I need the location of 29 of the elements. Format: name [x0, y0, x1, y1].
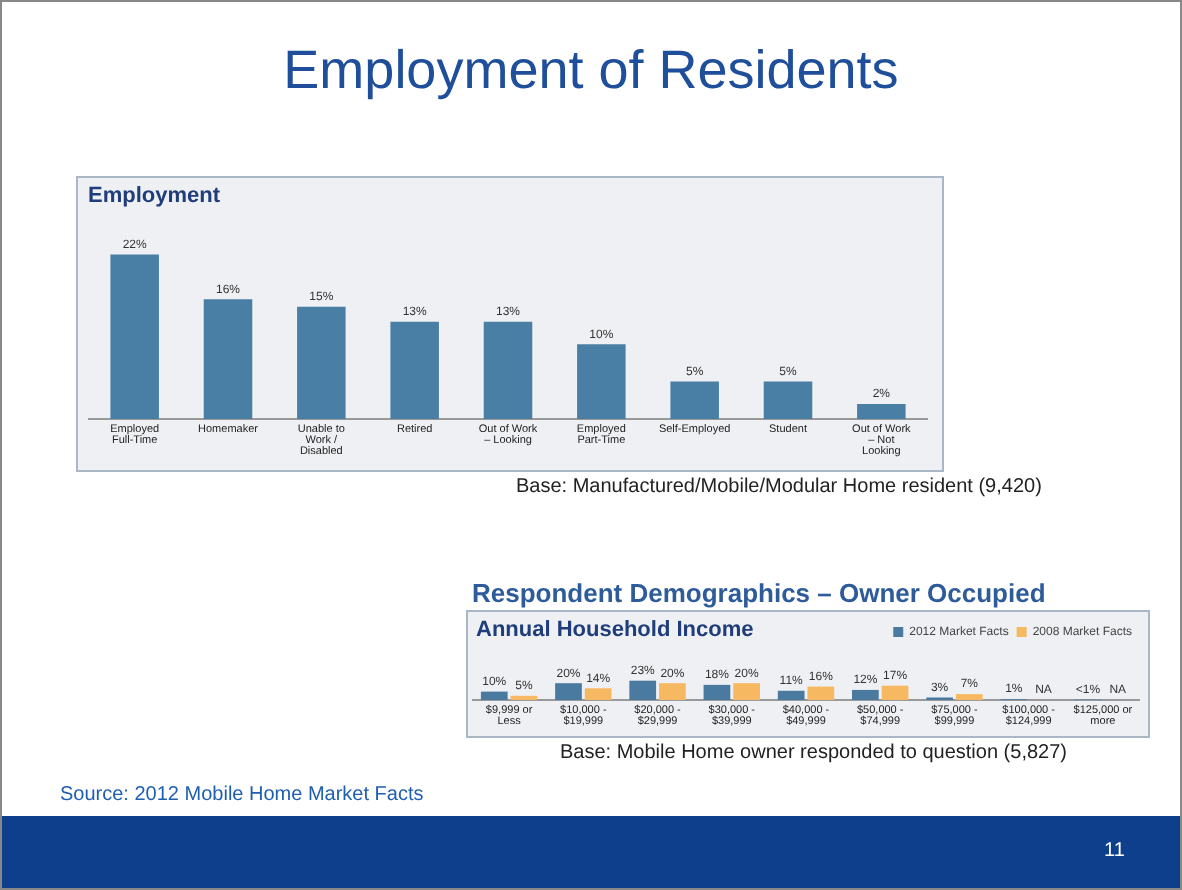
bar: [483, 321, 533, 419]
source-note: Source: 2012 Mobile Home Market Facts: [60, 784, 424, 806]
text: 11: [1104, 840, 1125, 862]
bar: [763, 381, 813, 419]
bar: [881, 685, 909, 700]
bar: [584, 688, 612, 700]
bar: [390, 321, 439, 419]
chart-subtitle: Annual Household Income: [476, 618, 754, 642]
bar: [555, 683, 582, 700]
chart-title: Employment of Residents: [281, 40, 901, 102]
bar: [297, 306, 346, 419]
bar: [629, 680, 657, 700]
bar: [703, 684, 731, 700]
bar: [203, 299, 253, 419]
text: Base: Mobile Home owner responded to question (5,827): [560, 742, 1067, 764]
text: Base: Manufactured/Mobile/Modular Home resident (9,420): [516, 476, 1042, 498]
chart-subtitle: Employment: [88, 184, 221, 208]
bar: [852, 689, 879, 700]
bar: [777, 690, 805, 700]
bar: [670, 381, 719, 419]
bar: [110, 254, 159, 419]
chart-title: Respondent Demographics – Owner Occupied: [472, 578, 1046, 608]
bar: [659, 683, 686, 700]
bar: [807, 686, 835, 700]
bar: [857, 404, 906, 419]
bar: [577, 344, 626, 419]
bar: [733, 683, 760, 700]
bar: [480, 691, 508, 700]
bar: [955, 694, 983, 700]
